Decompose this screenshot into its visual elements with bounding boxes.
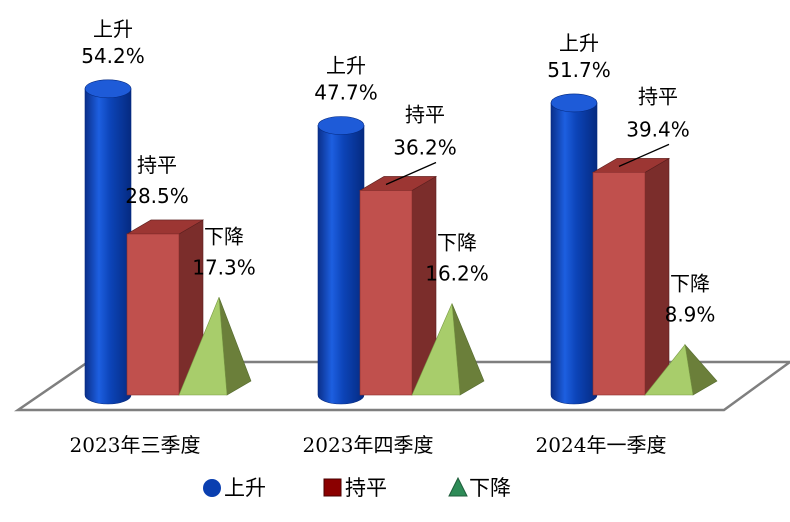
bar-rise-top-2 bbox=[317, 116, 365, 135]
bar-flat-side-3 bbox=[644, 157, 670, 396]
label-flat-value-3: 39.4% bbox=[626, 117, 690, 141]
label-rise-value-2: 47.7% bbox=[314, 80, 378, 104]
bar-rise-3 bbox=[550, 102, 598, 405]
label-rise-name-3: 上升 bbox=[559, 31, 599, 55]
chart-marks: 上升 54.2% 持平 28.5% 下降 17.3% 上升 47.7% 持平 36.2% 下降 16.… bbox=[81, 17, 718, 405]
label-fall-value-3: 8.9% bbox=[665, 303, 716, 327]
legend-swatch-flat bbox=[323, 478, 342, 497]
label-fall-value-1: 17.3% bbox=[192, 255, 256, 279]
legend-swatch-rise bbox=[203, 479, 221, 497]
label-fall-name-1: 下降 bbox=[204, 224, 244, 248]
label-rise-name-2: 上升 bbox=[326, 53, 366, 77]
bar-fall-2 bbox=[411, 303, 461, 396]
bar-fall-1 bbox=[178, 297, 228, 396]
label-rise-value-3: 51.7% bbox=[547, 58, 611, 82]
label-fall-name-3: 下降 bbox=[670, 272, 710, 296]
leader-flat-2 bbox=[385, 161, 437, 186]
label-rise-value-1: 54.2% bbox=[81, 44, 145, 68]
legend-label-flat: 持平 bbox=[345, 476, 387, 500]
label-fall-value-2: 16.2% bbox=[425, 261, 489, 285]
bar-rise-2 bbox=[317, 125, 365, 405]
bar-flat-2 bbox=[359, 190, 413, 396]
label-rise-name-1: 上升 bbox=[93, 17, 133, 41]
label-flat-name-3: 持平 bbox=[638, 84, 678, 108]
label-fall-name-2: 下降 bbox=[437, 230, 477, 254]
label-flat-name-2: 持平 bbox=[405, 102, 445, 126]
leader-flat-3 bbox=[618, 143, 670, 167]
bar-flat-3 bbox=[592, 172, 646, 396]
legend: 上升 持平 下降 bbox=[203, 476, 511, 500]
bar-rise-top-3 bbox=[550, 93, 598, 113]
label-flat-value-1: 28.5% bbox=[125, 184, 189, 208]
category-labels: 2023年三季度 2023年四季度 2024年一季度 bbox=[70, 433, 667, 457]
category-label-1: 2023年三季度 bbox=[70, 433, 201, 457]
bar-fall-3 bbox=[644, 343, 694, 396]
bar-rise-top-1 bbox=[84, 79, 132, 99]
label-flat-name-1: 持平 bbox=[137, 153, 177, 177]
category-label-3: 2024年一季度 bbox=[536, 433, 667, 457]
label-flat-value-2: 36.2% bbox=[393, 135, 457, 159]
legend-label-fall: 下降 bbox=[469, 476, 511, 500]
legend-swatch-fall bbox=[448, 476, 468, 497]
category-label-2: 2023年四季度 bbox=[303, 433, 434, 457]
legend-label-rise: 上升 bbox=[224, 476, 266, 500]
bar-flat-1 bbox=[126, 233, 180, 396]
bar-rise-1 bbox=[84, 88, 132, 405]
